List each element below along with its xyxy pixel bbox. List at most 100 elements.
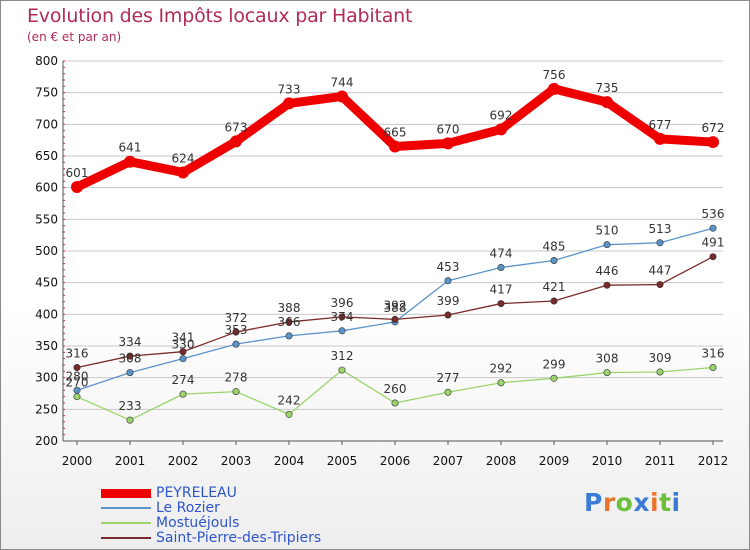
data-point-peyreleau [548, 82, 560, 95]
data-label-mostuejouls: 274 [172, 373, 195, 387]
x-tick-label: 2005 [327, 454, 358, 468]
data-label-peyreleau: 624 [172, 151, 195, 165]
legend-item-mostuejouls: Mostuéjouls [101, 516, 321, 531]
legend: PEYRELEAU Le Rozier Mostuéjouls Saint-Pi… [101, 486, 321, 546]
data-label-saint-pierre-des-tripiers: 316 [66, 347, 89, 361]
x-tick-label: 2007 [433, 454, 464, 468]
data-point-saint-pierre-des-tripiers [709, 253, 717, 261]
data-point-le-rozier [550, 256, 558, 264]
data-point-saint-pierre-des-tripiers [550, 297, 558, 305]
data-label-saint-pierre-des-tripiers: 447 [649, 264, 672, 278]
data-point-peyreleau [601, 96, 613, 109]
data-point-peyreleau [336, 90, 348, 103]
data-label-le-rozier: 366 [278, 315, 301, 329]
data-point-mostuejouls [73, 393, 81, 401]
y-tick-label: 650 [35, 149, 58, 163]
data-label-mostuejouls: 260 [384, 382, 407, 396]
x-tick-label: 2004 [274, 454, 305, 468]
y-tick-label: 350 [35, 339, 58, 353]
y-tick-label: 700 [35, 117, 58, 131]
data-label-le-rozier: 374 [331, 310, 354, 324]
legend-swatch-peyreleau [101, 489, 151, 498]
data-point-mostuejouls [444, 388, 452, 396]
legend-label-mostuejouls: Mostuéjouls [156, 515, 240, 531]
data-point-saint-pierre-des-tripiers [603, 281, 611, 289]
data-label-peyreleau: 756 [543, 68, 566, 82]
data-label-saint-pierre-des-tripiers: 392 [384, 298, 407, 312]
x-tick-label: 2011 [645, 454, 676, 468]
line-chart: 200 250 300 350 400 450 500 550 600 650 700 750 800 2… [35, 54, 729, 468]
data-point-mostuejouls [338, 366, 346, 374]
x-tick-label: 2008 [486, 454, 517, 468]
y-tick-label: 200 [35, 434, 58, 448]
data-label-peyreleau: 735 [596, 81, 619, 95]
data-label-peyreleau: 665 [384, 126, 407, 140]
y-tick-label: 750 [35, 86, 58, 100]
data-label-saint-pierre-des-tripiers: 341 [172, 331, 195, 345]
data-label-mostuejouls: 299 [543, 357, 566, 371]
x-tick-label: 2003 [221, 454, 252, 468]
data-label-le-rozier: 453 [437, 260, 460, 274]
data-label-saint-pierre-des-tripiers: 399 [437, 294, 460, 308]
x-tick-label: 2010 [592, 454, 623, 468]
data-label-mostuejouls: 278 [225, 371, 248, 385]
data-point-peyreleau [654, 132, 666, 145]
data-label-peyreleau: 670 [437, 122, 460, 136]
y-tick-label: 500 [35, 244, 58, 258]
x-tick-label: 2009 [539, 454, 570, 468]
legend-label-saint-pierre: Saint-Pierre-des-Tripiers [156, 530, 322, 546]
data-point-saint-pierre-des-tripiers [444, 311, 452, 319]
data-label-le-rozier: 510 [596, 224, 619, 238]
y-tick-label: 250 [35, 402, 58, 416]
data-point-saint-pierre-des-tripiers [285, 318, 293, 326]
data-point-le-rozier [444, 277, 452, 285]
data-point-mostuejouls [709, 364, 717, 372]
data-point-mostuejouls [656, 368, 664, 376]
y-tick-label: 600 [35, 181, 58, 195]
x-tick-label: 2006 [380, 454, 411, 468]
data-label-le-rozier: 353 [225, 323, 248, 337]
chart-subtitle: (en € et par an) [27, 30, 122, 44]
data-label-le-rozier: 485 [543, 240, 566, 254]
data-label-saint-pierre-des-tripiers: 491 [702, 236, 725, 250]
legend-swatch-saint-pierre [101, 537, 151, 539]
data-point-saint-pierre-des-tripiers [179, 348, 187, 356]
legend-item-peyreleau: PEYRELEAU [101, 486, 321, 501]
data-point-saint-pierre-des-tripiers [232, 328, 240, 336]
data-point-saint-pierre-des-tripiers [338, 313, 346, 321]
data-point-peyreleau [389, 140, 401, 153]
data-point-le-rozier [656, 239, 664, 247]
data-label-saint-pierre-des-tripiers: 372 [225, 311, 248, 325]
data-point-saint-pierre-des-tripiers [126, 352, 134, 360]
data-point-le-rozier [126, 369, 134, 377]
data-label-saint-pierre-des-tripiers: 417 [490, 283, 513, 297]
data-label-peyreleau: 641 [119, 141, 142, 155]
data-label-mostuejouls: 312 [331, 349, 354, 363]
x-tick-label: 2012 [698, 454, 729, 468]
data-label-le-rozier: 330 [172, 338, 195, 352]
data-label-saint-pierre-des-tripiers: 421 [543, 280, 566, 294]
legend-item-le-rozier: Le Rozier [101, 501, 321, 516]
x-tick-label: 2002 [168, 454, 199, 468]
data-label-le-rozier: 536 [702, 207, 725, 221]
y-tick-label: 300 [35, 371, 58, 385]
data-point-mostuejouls [603, 369, 611, 377]
data-label-saint-pierre-des-tripiers: 334 [119, 335, 142, 349]
data-point-saint-pierre-des-tripiers [497, 300, 505, 308]
x-tick-label: 2001 [115, 454, 146, 468]
data-label-mostuejouls: 308 [596, 352, 619, 366]
legend-label-le-rozier: Le Rozier [156, 500, 220, 516]
data-point-peyreleau [495, 123, 507, 136]
data-point-mostuejouls [497, 379, 505, 387]
data-label-peyreleau: 677 [649, 118, 672, 132]
data-label-saint-pierre-des-tripiers: 396 [331, 296, 354, 310]
data-point-peyreleau [442, 137, 454, 150]
data-point-saint-pierre-des-tripiers [391, 315, 399, 323]
data-label-le-rozier: 474 [490, 246, 513, 260]
data-label-mostuejouls: 309 [649, 351, 672, 365]
data-point-peyreleau [124, 155, 136, 168]
data-point-mostuejouls [232, 388, 240, 396]
y-tick-label: 800 [35, 54, 58, 68]
data-label-le-rozier: 388 [384, 301, 407, 315]
legend-swatch-le-rozier [101, 507, 151, 509]
